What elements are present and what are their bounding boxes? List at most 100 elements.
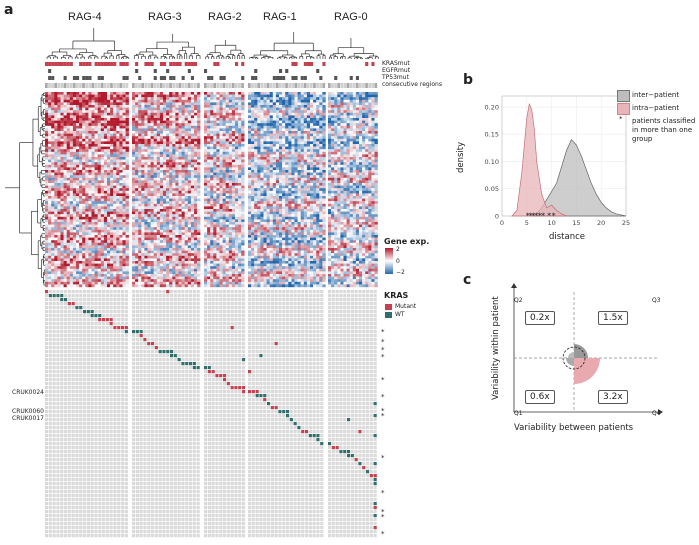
heatmap-cell	[175, 263, 179, 267]
heatmap-cell	[110, 177, 114, 181]
heatmap-cell	[135, 222, 139, 225]
heatmap-cell	[166, 229, 170, 233]
heatmap-cell	[144, 97, 148, 100]
heatmap-cell	[172, 180, 176, 184]
heatmap-cell	[169, 131, 173, 134]
heatmap-cell	[172, 255, 176, 259]
heatmap-cell	[181, 105, 185, 108]
heatmap-cell	[110, 157, 114, 160]
heatmap-cell	[122, 279, 126, 282]
heatmap-cell	[48, 131, 52, 134]
heatmap-cell	[150, 105, 154, 108]
heatmap-cell	[51, 261, 55, 264]
heatmap-cell	[69, 118, 74, 121]
heatmap-cell	[91, 279, 95, 282]
heatmap-cell	[141, 112, 145, 116]
heatmap-cell	[116, 206, 120, 210]
heatmap-cell	[138, 157, 142, 160]
heatmap-cell	[116, 138, 120, 142]
heatmap-cell	[45, 92, 49, 95]
heatmap-cell	[172, 107, 176, 111]
heatmap-cell	[69, 125, 74, 129]
heatmap-cell	[219, 120, 223, 124]
heatmap-cell	[88, 136, 92, 139]
heatmap-cell	[94, 279, 98, 282]
consecutive-mark	[294, 83, 298, 88]
heatmap-cell	[110, 123, 114, 126]
heatmap-cell	[178, 214, 182, 217]
heatmap-cell	[204, 201, 208, 204]
heatmap-cell	[184, 240, 188, 243]
heatmap-cell	[45, 258, 49, 262]
heatmap-cell	[107, 94, 111, 98]
heatmap-cell	[175, 229, 179, 233]
heatmap-cell	[141, 279, 145, 282]
consecutive-mark	[88, 83, 92, 88]
heatmap-cell	[156, 120, 161, 124]
heatmap-cell	[97, 271, 101, 275]
heatmap-cell	[187, 224, 192, 228]
heatmap-cell	[82, 206, 86, 210]
heatmap-cell	[116, 99, 120, 103]
heatmap-cell	[231, 120, 236, 124]
heatmap-cell	[144, 203, 148, 207]
heatmap-cell	[163, 279, 167, 282]
heatmap-cell	[178, 253, 182, 256]
heatmap-cell	[72, 180, 77, 184]
heatmap-cell	[125, 214, 129, 217]
tp53mut-mark	[279, 76, 283, 80]
heatmap-cell	[210, 175, 214, 178]
heatmap-cell	[48, 198, 52, 202]
heatmap-cell	[235, 209, 239, 212]
heatmap-cell	[178, 276, 182, 280]
heatmap-cell	[51, 284, 55, 288]
heatmap-cell	[238, 118, 242, 121]
heatmap-cell	[116, 250, 120, 254]
heatmap-cell	[76, 248, 80, 251]
tp53mut-mark	[251, 76, 255, 80]
heatmap-cell	[132, 118, 136, 121]
heatmap-cell	[125, 271, 129, 275]
heatmap-cell	[228, 144, 233, 147]
heatmap-cell	[122, 97, 126, 100]
heatmap-cell	[85, 271, 89, 275]
consecutive-mark	[279, 83, 282, 88]
heatmap-cell	[159, 250, 164, 254]
heatmap-cell	[72, 94, 77, 98]
heatmap-cell	[235, 185, 239, 189]
heatmap-cell	[72, 115, 77, 119]
heatmap-cell	[156, 94, 161, 98]
heatmap-cell	[181, 128, 185, 132]
heatmap-cell	[147, 188, 151, 191]
heatmap-cell	[113, 266, 117, 269]
heatmap-cell	[159, 144, 164, 147]
heatmap-cell	[48, 115, 52, 119]
heatmap-cell	[76, 222, 80, 225]
heatmap-cell	[163, 245, 167, 249]
heatmap-cell	[181, 136, 185, 139]
heatmap-cell	[181, 248, 185, 251]
heatmap-cell	[163, 232, 167, 236]
heatmap-cell	[156, 141, 161, 145]
heatmap-cell	[85, 162, 89, 165]
heatmap-cell	[66, 214, 70, 217]
heatmap-cell	[100, 266, 105, 269]
heatmap-cell	[100, 190, 105, 194]
heatmap-cell	[184, 99, 188, 103]
heatmap-cell	[91, 164, 95, 168]
heatmap-cell	[113, 261, 117, 264]
heatmap-cell	[69, 242, 74, 246]
heatmap-cell	[144, 118, 148, 121]
heatmap-cell	[153, 271, 157, 275]
heatmap-cell	[225, 97, 229, 100]
heatmap-cell	[213, 118, 217, 121]
heatmap-cell	[147, 102, 151, 106]
krasmut-mark	[310, 62, 314, 66]
heatmap-cell	[107, 261, 111, 264]
heatmap-cell	[119, 175, 123, 178]
heatmap-cell	[204, 128, 208, 132]
heatmap-cell	[113, 219, 117, 223]
heatmap-cell	[225, 128, 229, 132]
heatmap-cell	[207, 118, 211, 121]
heatmap-cell	[100, 136, 105, 139]
